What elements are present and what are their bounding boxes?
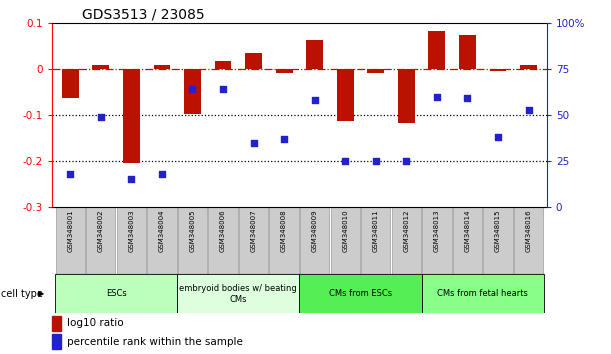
Point [493, 134, 503, 140]
Bar [520, 65, 537, 69]
Bar [153, 65, 170, 69]
Text: GSM348015: GSM348015 [495, 209, 501, 252]
Text: GSM348007: GSM348007 [251, 209, 257, 252]
Bar [214, 61, 232, 69]
Bar [422, 207, 452, 274]
Bar [398, 69, 415, 123]
Text: GSM348005: GSM348005 [189, 209, 196, 252]
Bar [52, 333, 61, 349]
Text: ▶: ▶ [38, 289, 45, 298]
Bar [178, 207, 207, 274]
Point [463, 96, 472, 101]
Text: embryoid bodies w/ beating
CMs: embryoid bodies w/ beating CMs [180, 284, 297, 303]
Bar [92, 65, 109, 69]
Text: GSM348008: GSM348008 [281, 209, 287, 252]
Bar [337, 69, 354, 121]
Text: GSM348003: GSM348003 [128, 209, 134, 252]
Bar [56, 207, 85, 274]
Point [310, 97, 320, 103]
Text: log10 ratio: log10 ratio [67, 319, 123, 329]
Bar [86, 207, 115, 274]
Bar [489, 69, 507, 71]
Text: GSM348009: GSM348009 [312, 209, 318, 252]
Point [218, 86, 228, 92]
Point [96, 114, 106, 120]
Text: CMs from ESCs: CMs from ESCs [329, 289, 392, 298]
Bar [177, 274, 299, 313]
Text: ESCs: ESCs [106, 289, 126, 298]
Point [524, 107, 533, 112]
Text: GSM348010: GSM348010 [342, 209, 348, 252]
Bar [361, 207, 390, 274]
Text: GSM348002: GSM348002 [98, 209, 104, 252]
Bar [208, 207, 238, 274]
Bar [459, 35, 476, 69]
Bar [239, 207, 268, 274]
Bar [306, 40, 323, 69]
Bar [276, 69, 293, 73]
Point [432, 94, 442, 99]
Text: GSM348013: GSM348013 [434, 209, 440, 252]
Point [279, 136, 289, 142]
Bar [392, 207, 421, 274]
Bar [367, 69, 384, 73]
Text: GSM348006: GSM348006 [220, 209, 226, 252]
Bar [184, 69, 201, 114]
Bar [245, 53, 262, 69]
Point [340, 158, 350, 164]
Text: GDS3513 / 23085: GDS3513 / 23085 [82, 7, 205, 21]
Bar [483, 207, 513, 274]
Point [371, 158, 381, 164]
Point [126, 177, 136, 182]
Bar [300, 207, 329, 274]
Text: GSM348012: GSM348012 [403, 209, 409, 252]
Bar [428, 31, 445, 69]
Text: CMs from fetal hearts: CMs from fetal hearts [437, 289, 528, 298]
Bar [331, 207, 360, 274]
Point [401, 158, 411, 164]
Point [65, 171, 75, 177]
Bar [55, 274, 177, 313]
Bar [52, 316, 61, 331]
Text: cell type: cell type [1, 289, 43, 299]
Bar [147, 207, 177, 274]
Bar [422, 274, 544, 313]
Text: GSM348011: GSM348011 [373, 209, 379, 252]
Point [188, 86, 197, 92]
Bar [269, 207, 299, 274]
Bar [453, 207, 482, 274]
Point [157, 171, 167, 177]
Text: GSM348004: GSM348004 [159, 209, 165, 252]
Text: percentile rank within the sample: percentile rank within the sample [67, 337, 243, 347]
Text: GSM348001: GSM348001 [67, 209, 73, 252]
Bar [514, 207, 543, 274]
Text: GSM348016: GSM348016 [525, 209, 532, 252]
Bar [123, 69, 140, 163]
Point [249, 140, 258, 145]
Bar [117, 207, 146, 274]
Bar [62, 69, 79, 98]
Bar [299, 274, 422, 313]
Text: GSM348014: GSM348014 [464, 209, 470, 252]
